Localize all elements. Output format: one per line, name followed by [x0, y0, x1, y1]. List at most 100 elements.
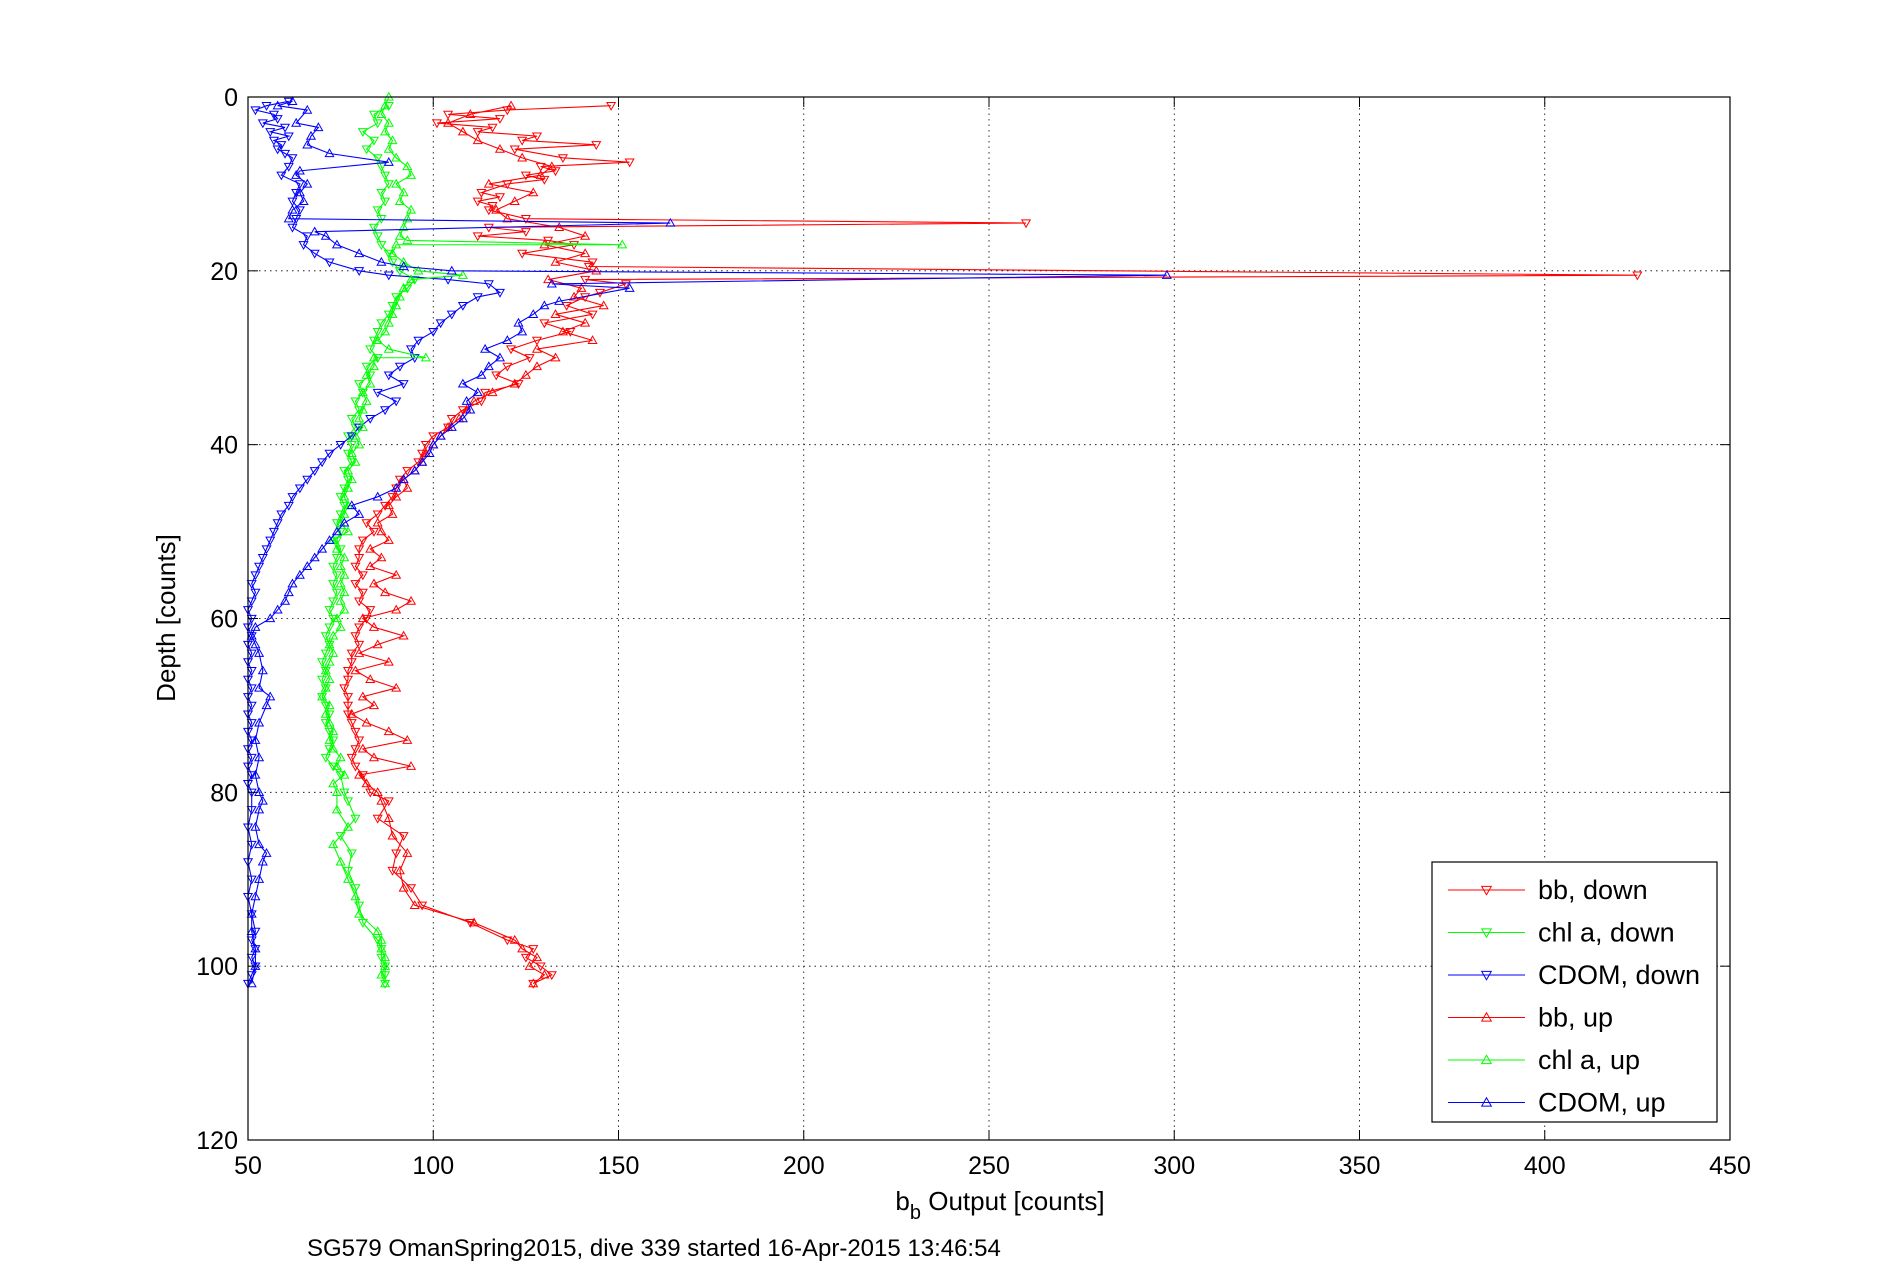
- data-point: [372, 517, 383, 527]
- x-tick-label: 50: [234, 1152, 262, 1180]
- data-point: [335, 856, 346, 866]
- legend-label-cdom-up: CDOM, up: [1538, 1088, 1666, 1118]
- data-point: [294, 180, 305, 190]
- data-point: [380, 971, 391, 981]
- data-point: [383, 156, 394, 166]
- data-point: [350, 632, 361, 642]
- data-point: [298, 196, 309, 205]
- data-point: [335, 771, 346, 781]
- data-point: [494, 288, 506, 298]
- data-point: [591, 141, 602, 151]
- data-point: [517, 152, 528, 162]
- data-point: [302, 561, 313, 570]
- data-point: [339, 569, 350, 579]
- data-point: [365, 561, 376, 570]
- data-point: [1020, 219, 1032, 229]
- data-point: [246, 719, 257, 729]
- data-point: [361, 717, 372, 727]
- data-point: [339, 684, 350, 694]
- data-point: [365, 543, 376, 553]
- x-axis-label-rest: Output [counts]: [921, 1186, 1105, 1216]
- data-point: [402, 467, 413, 476]
- data-point: [339, 491, 350, 501]
- data-point: [265, 613, 276, 623]
- data-point: [309, 552, 320, 562]
- series-chl-a-down: [317, 102, 420, 989]
- data-point: [302, 178, 313, 188]
- data-point: [246, 614, 257, 624]
- y-tick-label: 60: [210, 606, 238, 634]
- data-point: [354, 769, 365, 779]
- data-point: [354, 267, 365, 277]
- data-point: [665, 217, 676, 227]
- data-point: [346, 753, 357, 763]
- data-point: [446, 310, 457, 320]
- data-point: [398, 222, 409, 232]
- data-point: [372, 335, 383, 345]
- data-point: [402, 284, 413, 294]
- data-point: [387, 301, 398, 311]
- data-point: [361, 396, 372, 405]
- data-point: [324, 700, 335, 710]
- data-point: [246, 978, 257, 988]
- data-point: [246, 908, 257, 918]
- data-point: [250, 769, 261, 779]
- data-point: [472, 232, 483, 242]
- data-point: [520, 369, 531, 379]
- data-point: [494, 193, 506, 203]
- data-point: [387, 866, 398, 876]
- data-point: [283, 162, 294, 172]
- y-tick-label: 80: [210, 779, 238, 807]
- data-point: [339, 467, 350, 476]
- data-point: [328, 726, 339, 736]
- data-point: [339, 552, 350, 562]
- data-point: [435, 319, 446, 329]
- data-point: [431, 119, 443, 129]
- data-point: [554, 296, 565, 305]
- legend: bb, down chl a, down CDOM, down bb, up chl a…: [1431, 861, 1718, 1123]
- data-point: [317, 693, 328, 702]
- data-point: [380, 100, 391, 110]
- data-point: [354, 908, 365, 918]
- data-point: [535, 170, 546, 179]
- data-point: [472, 293, 483, 303]
- data-point: [283, 501, 294, 511]
- data-point: [324, 449, 335, 459]
- data-point: [380, 197, 391, 207]
- data-point: [342, 874, 354, 883]
- data-point: [580, 317, 591, 327]
- x-tick-label: 450: [1709, 1152, 1751, 1180]
- series-bb-down: [339, 102, 1643, 989]
- data-point: [539, 319, 550, 329]
- data-point: [272, 115, 283, 124]
- data-point: [443, 423, 454, 433]
- data-point: [272, 145, 283, 155]
- data-point: [365, 788, 376, 798]
- data-point: [357, 387, 368, 397]
- data-point: [509, 934, 520, 944]
- data-point: [380, 326, 391, 336]
- data-point: [372, 388, 383, 398]
- data-point: [417, 901, 428, 911]
- data-point: [491, 371, 502, 381]
- data-point: [472, 135, 483, 145]
- data-point: [580, 275, 591, 285]
- data-point: [331, 613, 342, 623]
- data-point: [287, 96, 298, 105]
- data-point: [257, 119, 268, 129]
- data-point: [324, 674, 335, 683]
- data-point: [624, 158, 635, 168]
- data-point: [317, 658, 328, 668]
- data-point: [509, 378, 520, 388]
- data-point: [576, 283, 587, 292]
- data-point: [413, 265, 424, 275]
- data-point: [472, 387, 483, 397]
- data-point: [480, 388, 491, 398]
- data-point: [461, 396, 472, 405]
- data-point: [398, 832, 409, 841]
- data-point: [487, 387, 498, 397]
- data-point: [342, 693, 354, 702]
- data-point: [580, 248, 591, 258]
- data-point: [365, 371, 376, 381]
- data-point: [335, 561, 346, 570]
